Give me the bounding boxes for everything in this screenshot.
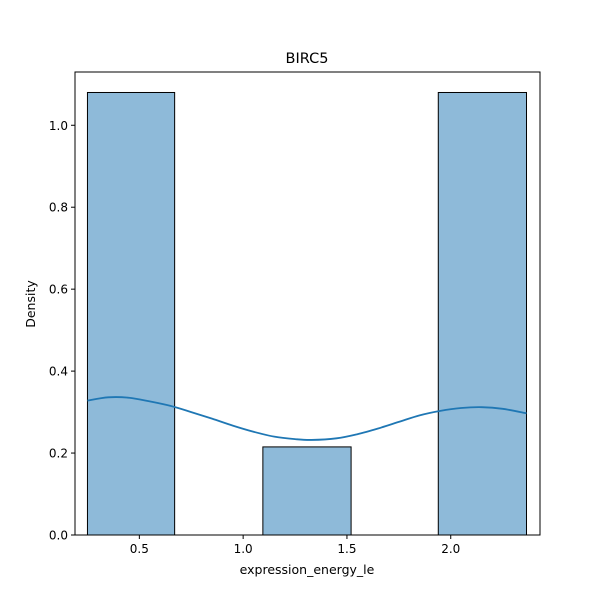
y-tick-label: 0.2 bbox=[49, 447, 68, 461]
x-axis-label: expression_energy_le bbox=[240, 562, 375, 577]
bars-layer bbox=[86, 91, 528, 536]
x-tick-label: 1.0 bbox=[234, 542, 253, 556]
histogram-bar-0 bbox=[86, 91, 176, 536]
y-axis: 0.0 0.2 0.4 0.6 0.8 1.0 bbox=[49, 119, 75, 543]
x-axis: 0.5 1.0 1.5 2.0 bbox=[130, 535, 460, 556]
y-tick-label: 0.0 bbox=[49, 529, 68, 543]
y-tick-label: 0.6 bbox=[49, 283, 68, 297]
histogram-bar-2 bbox=[262, 446, 352, 536]
histogram-bar-4 bbox=[437, 91, 528, 536]
chart-title: BIRC5 bbox=[286, 51, 329, 67]
kde-curve bbox=[87, 396, 527, 441]
x-tick-label: 0.5 bbox=[130, 542, 149, 556]
kde-layer bbox=[87, 396, 527, 441]
x-tick-label: 1.5 bbox=[337, 542, 356, 556]
y-tick-label: 0.4 bbox=[49, 365, 68, 379]
plot-frame bbox=[74, 71, 541, 536]
y-tick-label: 0.8 bbox=[49, 201, 68, 215]
y-tick-label: 1.0 bbox=[49, 119, 68, 133]
x-tick-label: 2.0 bbox=[441, 542, 460, 556]
y-axis-label: Density bbox=[23, 280, 38, 328]
